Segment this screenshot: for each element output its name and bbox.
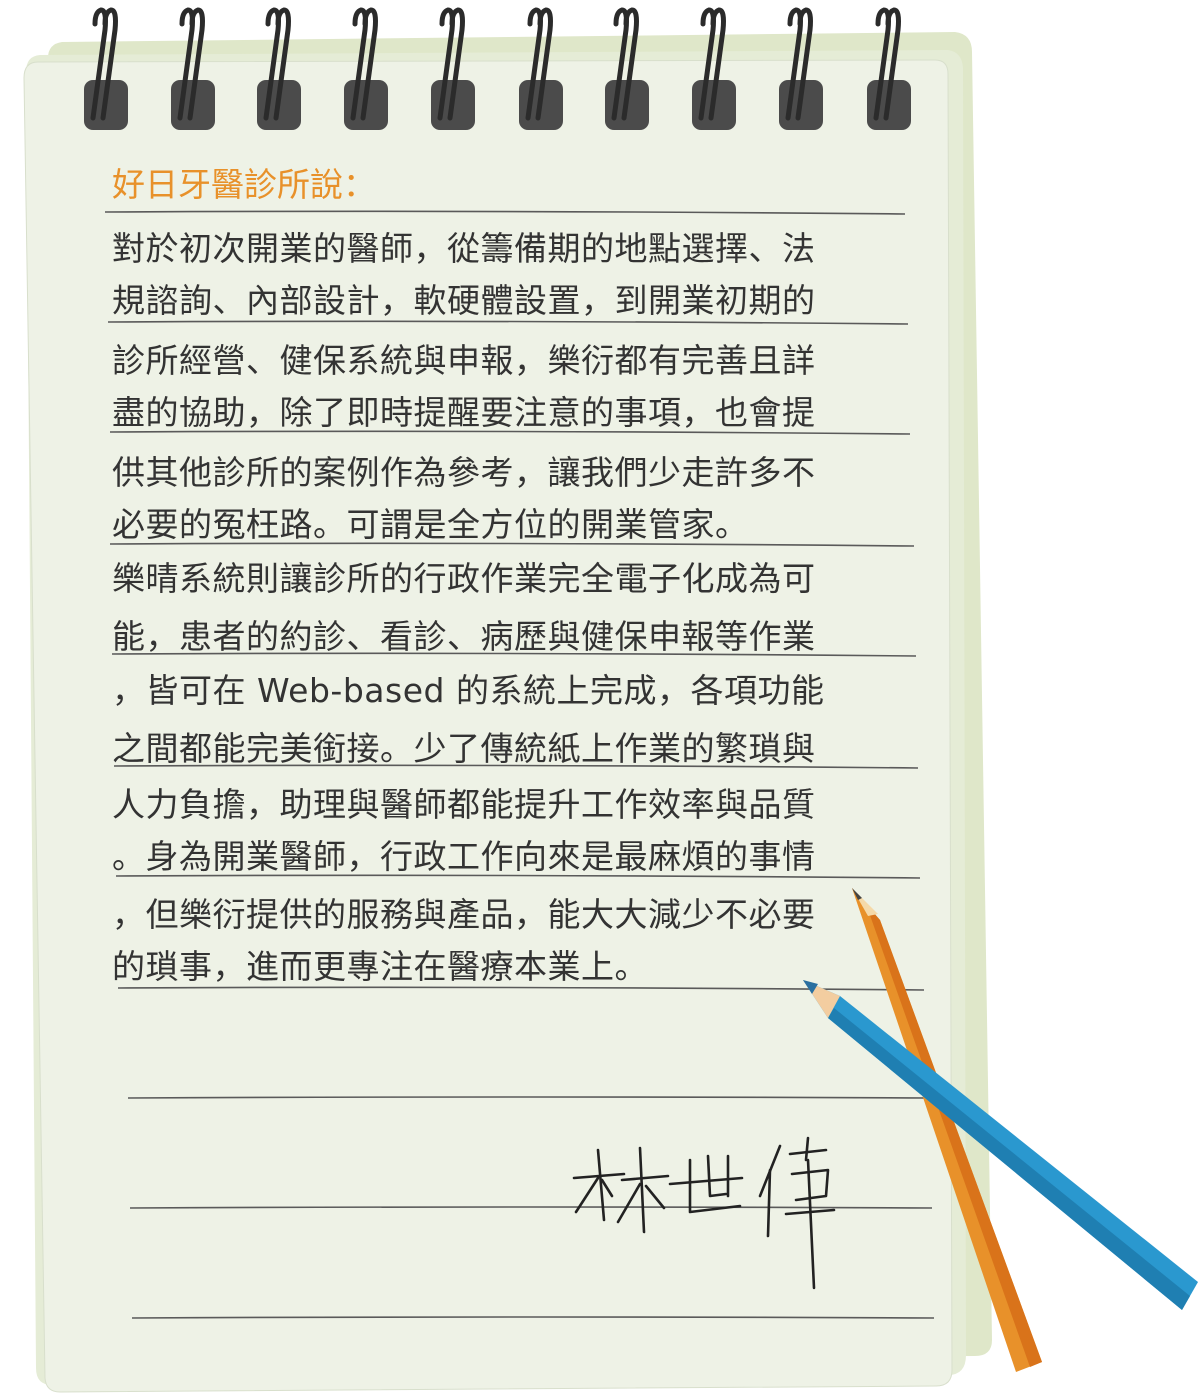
- note-line: 之間都能完美銜接。少了傳統紙上作業的繁瑣與: [112, 729, 816, 768]
- note-heading: 好日牙醫診所說：: [112, 165, 376, 204]
- note-line: 能，患者的約診、看診、病歷與健保申報等作業: [112, 617, 816, 656]
- blue-pencil-icon: [803, 980, 1198, 1310]
- handwritten-signature: [572, 1136, 836, 1290]
- note-line: 樂晴系統則讓診所的行政作業完全電子化成為可: [112, 559, 816, 598]
- note-line: 盡的協助，除了即時提醒要注意的事項，也會提: [112, 393, 816, 432]
- note-line: 供其他診所的案例作為參考，讓我們少走許多不: [112, 453, 816, 492]
- ruled-lines: [104, 210, 935, 1319]
- note-line: ，皆可在 Web-based 的系統上完成，各項功能: [112, 671, 825, 710]
- note-line: 診所經營、健保系統與申報，樂衍都有完善且詳: [112, 341, 816, 380]
- spiral-binding-icon: [84, 7, 911, 130]
- note-line: 的瑣事，進而更專注在醫療本業上。: [112, 947, 648, 986]
- front-sheet: [23, 59, 953, 1393]
- note-line: 對於初次開業的醫師，從籌備期的地點選擇、法: [112, 229, 816, 268]
- note-line: 人力負擔，助理與醫師都能提升工作效率與品質: [112, 785, 816, 824]
- note-line: 。身為開業醫師，行政工作向來是最麻煩的事情: [112, 837, 816, 876]
- note-line: 必要的冤枉路。可謂是全方位的開業管家。: [112, 505, 749, 544]
- note-line: ，但樂衍提供的服務與產品，能大大減少不必要: [112, 895, 816, 934]
- note-line: 規諮詢、內部設計，軟硬體設置，到開業初期的: [112, 281, 816, 320]
- orange-pencil-icon: [852, 888, 1042, 1372]
